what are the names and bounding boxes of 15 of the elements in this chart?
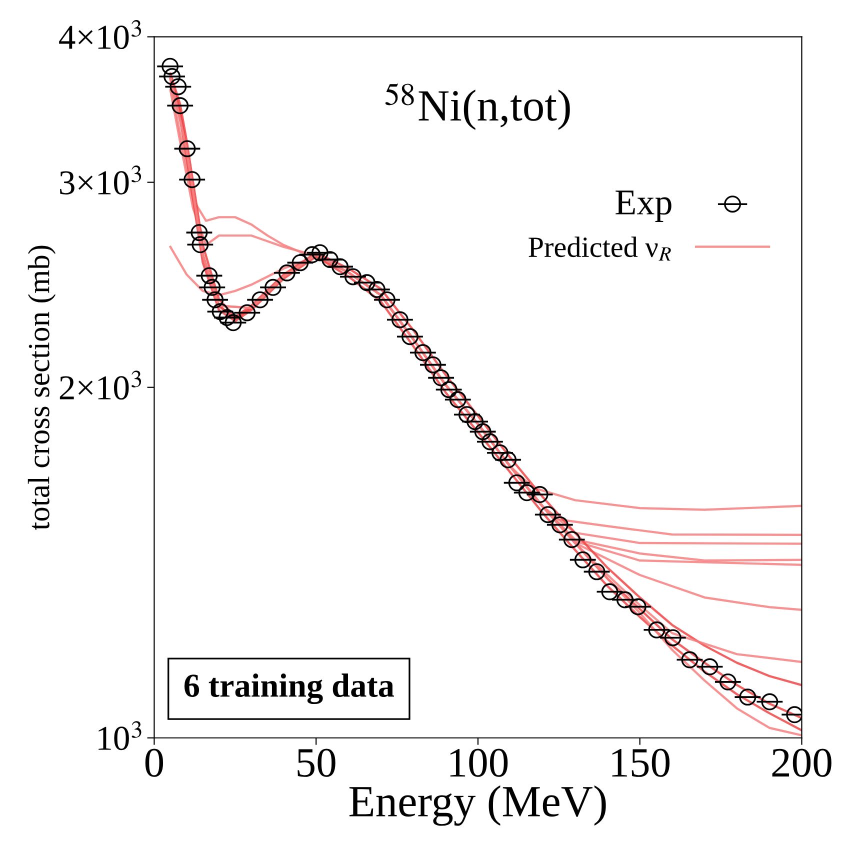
x-tick-label: 200: [772, 748, 832, 777]
y-tick-label: 4×10$^{3}$: [59, 20, 142, 50]
y-tick-label: 10$^{3}$: [98, 721, 142, 750]
annotation: 6 training data: [184, 674, 394, 704]
legend-label: Exp: [616, 190, 672, 222]
x-axis-title: Energy (MeV): [349, 785, 606, 826]
y-tick-label: 2×10$^{3}$: [60, 370, 142, 400]
legend-label: Predicted ν$_{R}$: [528, 236, 671, 261]
y-tick-label: 3×10$^{3}$: [60, 166, 142, 195]
text: $^{58}$Ni(n,tot): [385, 83, 570, 130]
y-axis-title: total cross section (mb): [28, 246, 56, 530]
x-tick-label: 0: [145, 748, 164, 777]
x-tick-label: 100: [450, 748, 508, 777]
x-tick-label: 150: [612, 748, 670, 777]
x-tick-label: 50: [298, 748, 336, 777]
